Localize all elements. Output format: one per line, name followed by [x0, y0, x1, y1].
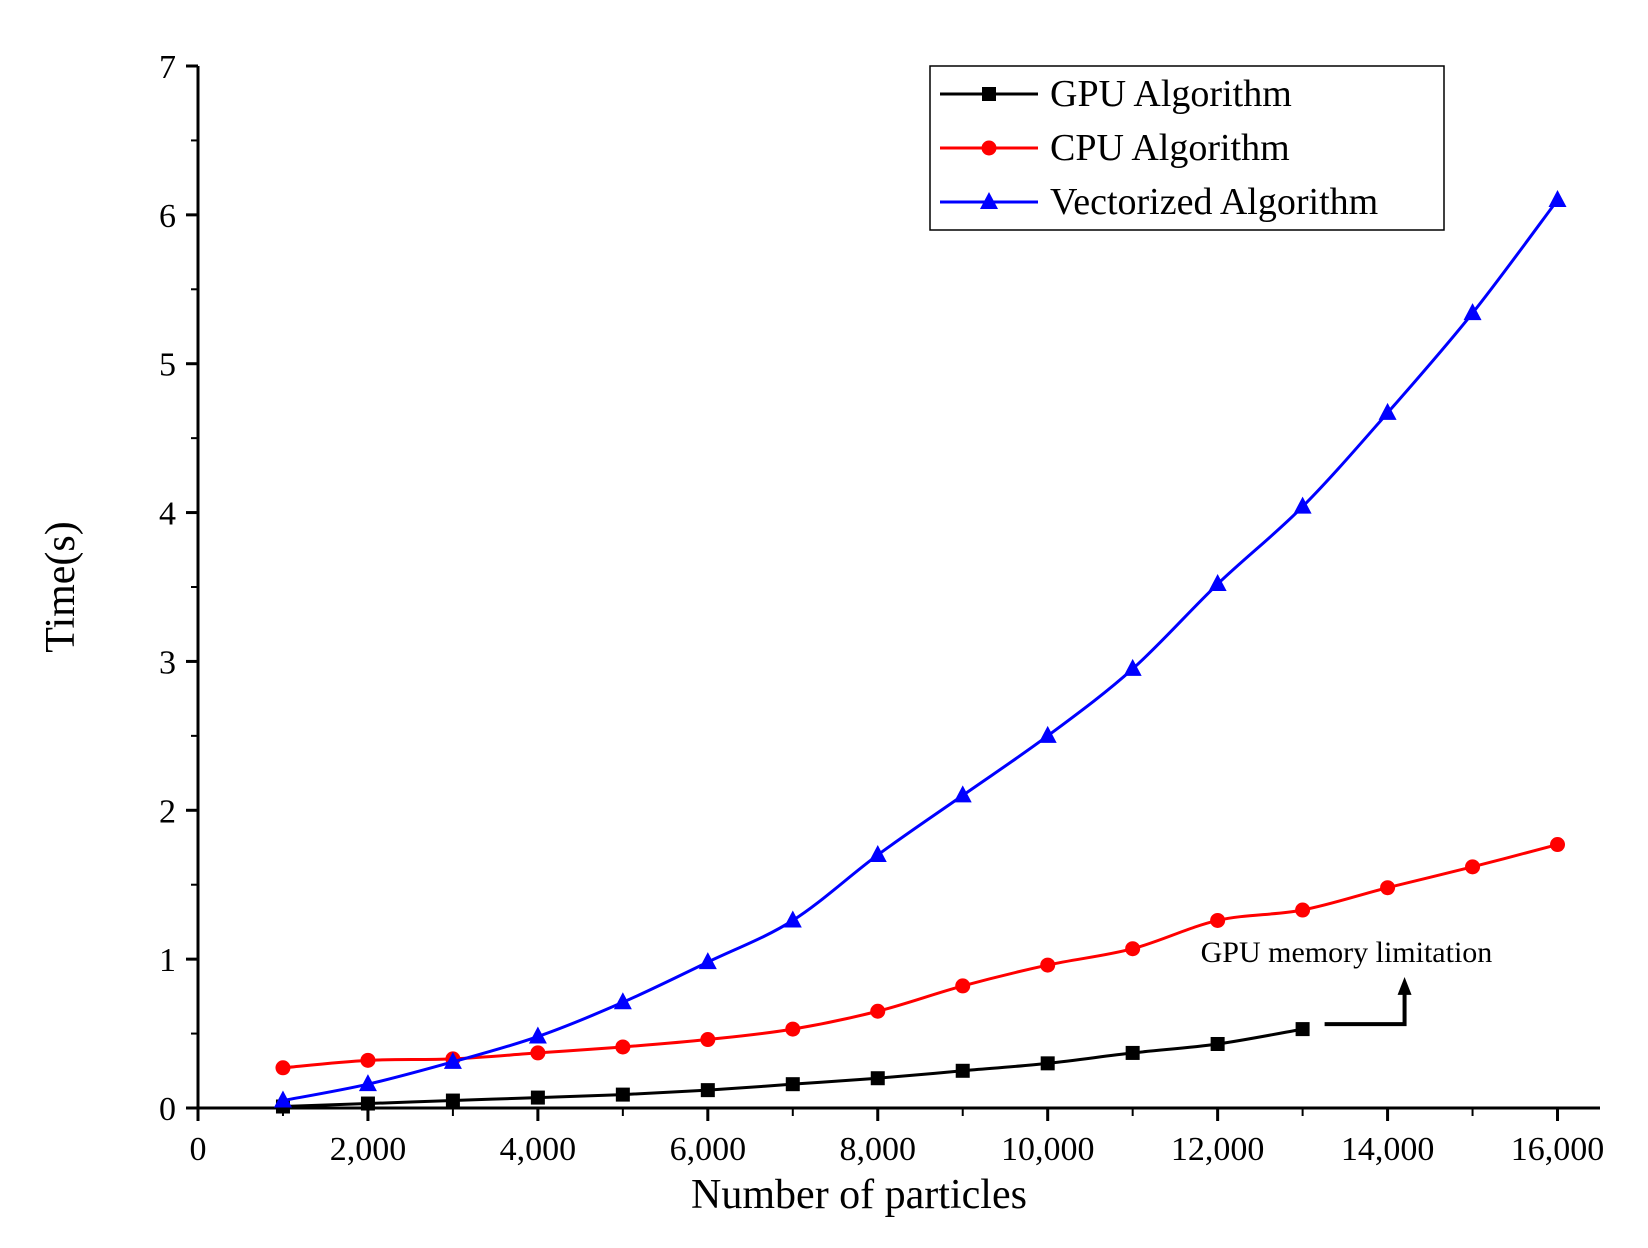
- series-line: [282, 843, 1558, 1070]
- data-point: [445, 1093, 460, 1108]
- legend-item: Vectorized Algorithm: [940, 181, 1378, 223]
- y-axis-title: Time(s): [38, 521, 84, 652]
- data-point: [1465, 859, 1481, 875]
- data-point: [955, 978, 971, 994]
- data-point: [1380, 880, 1396, 896]
- data-point: [1550, 837, 1566, 853]
- data-point: [1040, 1056, 1055, 1071]
- data-point: [1208, 574, 1227, 592]
- y-tick-label: 0: [159, 1091, 176, 1128]
- data-point: [953, 785, 972, 803]
- data-point: [1548, 189, 1567, 207]
- data-point: [443, 1051, 462, 1069]
- data-point: [530, 1045, 546, 1061]
- data-point: [785, 1021, 801, 1037]
- data-point: [1295, 902, 1311, 918]
- data-point: [360, 1096, 375, 1111]
- legend-label: GPU Algorithm: [1050, 73, 1292, 115]
- y-tick-label: 5: [159, 347, 176, 384]
- legend-label: CPU Algorithm: [1050, 127, 1290, 169]
- data-point: [528, 1026, 547, 1044]
- data-point: [1378, 402, 1397, 420]
- x-tick-label: 12,000: [1171, 1131, 1265, 1168]
- x-tick-label: 14,000: [1341, 1131, 1435, 1168]
- x-tick-label: 8,000: [840, 1131, 917, 1168]
- axes: 0 1 2 3 4 5 6 7 0 2,000 4,000 6,000 8,000 10,000 12,00…: [38, 49, 1604, 1218]
- y-tick-label: 7: [159, 49, 176, 86]
- legend-marker: [980, 192, 998, 209]
- y-tick-label: 3: [159, 644, 176, 681]
- data-point: [955, 1063, 970, 1078]
- data-point: [1210, 1036, 1225, 1051]
- data-point: [615, 1039, 631, 1055]
- data-point: [613, 992, 632, 1010]
- data-point: [1295, 1022, 1310, 1037]
- data-point: [700, 1032, 716, 1048]
- data-point: [700, 1083, 715, 1098]
- data-point: [360, 1052, 376, 1068]
- data-point: [870, 1003, 886, 1019]
- annotation-layer: GPU memory limitation: [1201, 936, 1493, 1027]
- y-tick-label: 6: [159, 198, 176, 235]
- x-tick-label: 2,000: [330, 1131, 407, 1168]
- series-gpu-algorithm: [275, 1022, 1310, 1114]
- legend-item: CPU Algorithm: [940, 127, 1290, 169]
- data-point: [615, 1087, 630, 1102]
- data-point: [1210, 912, 1226, 928]
- data-point: [1293, 496, 1312, 514]
- x-tick-label: 0: [190, 1131, 207, 1168]
- data-point: [698, 952, 717, 970]
- x-tick-label: 10,000: [1001, 1131, 1095, 1168]
- series-layer: [273, 189, 1567, 1114]
- x-axis-title: Number of particles: [691, 1172, 1027, 1218]
- data-point: [868, 844, 887, 862]
- legend-label: Vectorized Algorithm: [1050, 181, 1378, 223]
- legend-marker: [981, 140, 997, 156]
- legend: GPU Algorithm CPU Algorithm Vectorized Alg…: [929, 65, 1445, 231]
- data-point: [785, 1077, 800, 1092]
- data-point: [1123, 658, 1142, 676]
- data-point: [1125, 1045, 1140, 1060]
- series-vectorized-algorithm: [273, 189, 1567, 1108]
- annotation-arrow-line: [1324, 993, 1407, 1027]
- data-point: [1038, 725, 1057, 743]
- x-tick-label: 16,000: [1511, 1131, 1605, 1168]
- data-point: [358, 1074, 377, 1092]
- data-point: [870, 1071, 885, 1086]
- y-tick-label: 2: [159, 793, 176, 830]
- annotation-label: GPU memory limitation: [1201, 936, 1493, 969]
- series-cpu-algorithm: [275, 837, 1566, 1076]
- data-point: [783, 910, 802, 928]
- data-point: [273, 1090, 292, 1108]
- data-point: [530, 1090, 545, 1105]
- legend-item: GPU Algorithm: [940, 73, 1292, 115]
- y-tick-label: 4: [159, 496, 176, 533]
- data-point: [275, 1060, 291, 1076]
- data-point: [1040, 957, 1056, 973]
- legend-marker: [982, 87, 996, 101]
- annotation-arrow-head: [1397, 977, 1412, 995]
- y-tick-label: 1: [159, 942, 176, 979]
- data-point: [1125, 941, 1141, 957]
- x-tick-label: 4,000: [500, 1131, 577, 1168]
- x-tick-label: 6,000: [670, 1131, 747, 1168]
- data-point: [1463, 303, 1482, 321]
